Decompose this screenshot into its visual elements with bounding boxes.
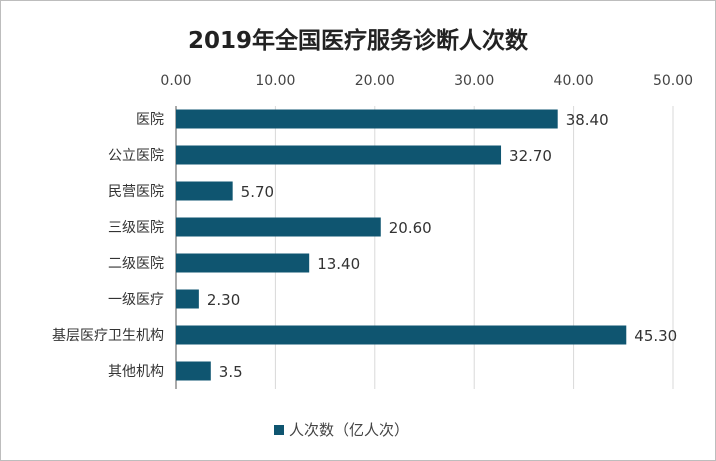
y-category-label: 公立医院 [108, 148, 164, 164]
y-category-label: 民营医院 [108, 184, 164, 200]
data-label: 20.60 [389, 219, 432, 237]
x-tick-label: 10.00 [255, 73, 295, 89]
y-category-label: 二级医院 [108, 256, 164, 272]
bar [176, 325, 627, 345]
bar [176, 145, 502, 165]
data-label: 45.30 [634, 327, 677, 345]
data-label: 13.40 [317, 255, 360, 273]
x-tick-label: 50.00 [653, 73, 693, 89]
bar [176, 361, 211, 381]
y-category-label: 基层医疗卫生机构 [52, 327, 164, 344]
data-label: 5.70 [241, 183, 274, 201]
y-category-label: 其他机构 [108, 364, 164, 380]
x-tick-label: 20.00 [355, 73, 395, 89]
x-tick-label: 40.00 [554, 73, 594, 89]
data-label: 2.30 [207, 291, 240, 309]
data-label: 32.70 [509, 147, 552, 165]
legend-label: 人次数（亿人次） [289, 421, 409, 439]
bar [176, 217, 381, 237]
data-label: 3.5 [219, 363, 243, 381]
x-tick-label: 0.00 [160, 73, 191, 89]
legend-swatch [274, 425, 284, 435]
bar [176, 253, 310, 273]
y-category-label: 医院 [136, 112, 164, 128]
x-tick-label: 30.00 [454, 73, 494, 89]
data-label: 38.40 [566, 111, 609, 129]
bar [176, 109, 558, 129]
y-category-label: 一级医疗 [108, 292, 164, 308]
bar [176, 181, 233, 201]
legend: 人次数（亿人次） [274, 421, 409, 439]
y-category-label: 三级医院 [108, 220, 164, 236]
bar [176, 289, 199, 309]
chart-title: 2019年全国医疗服务诊断人次数 [188, 27, 529, 54]
